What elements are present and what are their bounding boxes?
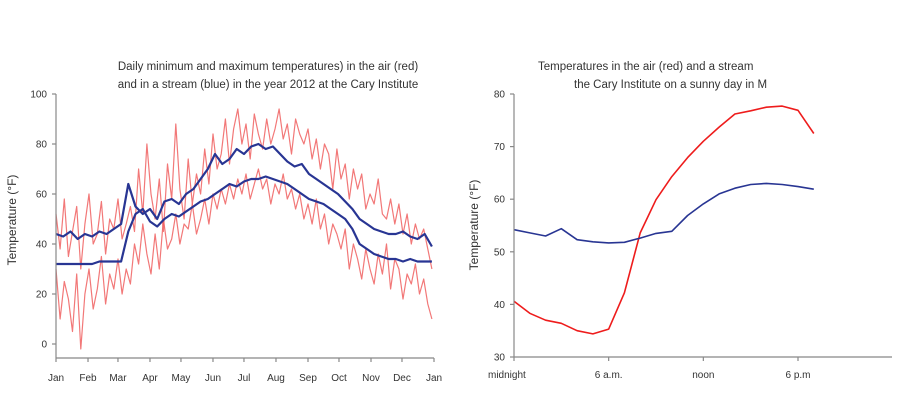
- x-tick-label: midnight: [488, 370, 526, 381]
- annual-chart-y-axis-label: Temperature (°F): [5, 175, 19, 266]
- y-tick-label: 20: [36, 290, 48, 301]
- y-tick-label: 0: [41, 340, 47, 351]
- y-tick-label: 50: [494, 247, 506, 258]
- y-tick-label: 100: [30, 90, 47, 101]
- series-line-air-minimum: [55, 168, 433, 350]
- daily-chart-title-line-1: Temperatures in the air (red) and a stre…: [538, 61, 753, 73]
- series-line-air: [513, 105, 815, 335]
- x-tick-label: 6 p.m: [785, 370, 810, 381]
- x-tick-label: Jan: [48, 373, 64, 384]
- x-tick-label: Jan: [426, 373, 442, 384]
- x-tick-label: Dec: [393, 373, 411, 384]
- y-tick-label: 70: [494, 142, 506, 153]
- series-line-stream-minimum: [56, 175, 432, 266]
- series-line-air-maximum: [55, 108, 433, 270]
- series-line-stream: [513, 182, 814, 244]
- x-tick-label: Mar: [109, 373, 127, 384]
- series-line-stream-maximum: [55, 142, 433, 248]
- x-tick-label: Apr: [142, 373, 158, 384]
- y-tick-label: 80: [36, 140, 48, 151]
- annual-chart-title-line-2: and in a stream (blue) in the year 2012 …: [118, 79, 418, 91]
- x-tick-label: 6 a.m.: [595, 370, 623, 381]
- x-tick-label: noon: [692, 370, 714, 381]
- x-tick-label: Aug: [267, 373, 285, 384]
- daily-temperature-chart: Temperatures in the air (red) and a stre…: [467, 61, 892, 381]
- daily-chart-title-line-2: the Cary Institute on a sunny day in M: [574, 79, 767, 91]
- x-tick-label: Sep: [299, 373, 317, 384]
- x-tick-label: Jul: [238, 373, 251, 384]
- x-tick-label: May: [172, 373, 191, 384]
- x-tick-label: Feb: [79, 373, 97, 384]
- daily-chart-y-axis-label: Temperature (°F): [467, 180, 481, 271]
- y-tick-label: 60: [36, 190, 48, 201]
- x-tick-label: Oct: [331, 373, 347, 384]
- annual-chart-title-line-1: Daily minimum and maximum temperatures) …: [118, 61, 419, 73]
- x-tick-label: Nov: [362, 373, 380, 384]
- y-tick-label: 60: [494, 195, 506, 206]
- y-tick-label: 80: [494, 90, 506, 101]
- y-tick-label: 40: [494, 300, 506, 311]
- y-tick-label: 30: [494, 353, 506, 364]
- y-tick-label: 40: [36, 240, 48, 251]
- x-tick-label: Jun: [205, 373, 221, 384]
- annual-temperature-chart: Daily minimum and maximum temperatures) …: [5, 61, 442, 384]
